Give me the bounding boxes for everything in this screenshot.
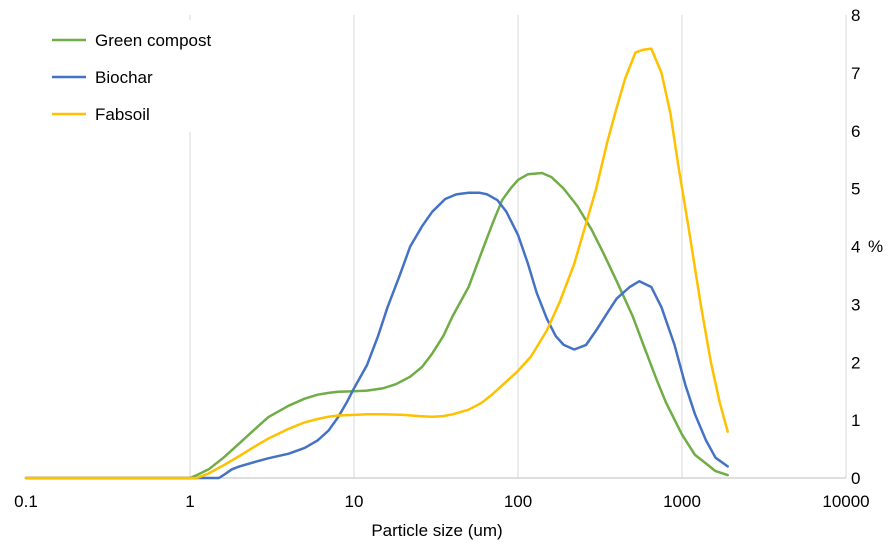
x-tick-label: 1000 <box>663 492 701 511</box>
y-tick-label: 6 <box>851 122 860 141</box>
x-tick-label: 10 <box>345 492 364 511</box>
series-line-green-compost <box>24 171 729 480</box>
x-tick-label: 10000 <box>822 492 869 511</box>
series-lines <box>24 47 729 480</box>
y-tick-label: 1 <box>851 411 860 430</box>
y-tick-labels: 0 1 2 3 4 5 6 7 8 <box>851 6 860 488</box>
series-line-fabsoil <box>24 47 729 480</box>
legend-label: Biochar <box>95 68 153 87</box>
y-tick-label: 7 <box>851 64 860 83</box>
y-tick-label: 2 <box>851 353 860 372</box>
x-tick-labels: 0.1 1 10 100 1000 10000 <box>14 492 869 511</box>
y-axis-title: % <box>868 237 883 256</box>
x-tick-label: 0.1 <box>14 492 38 511</box>
x-tick-label: 1 <box>185 492 194 511</box>
gridlines <box>189 15 847 478</box>
y-tick-label: 0 <box>851 469 860 488</box>
series-line-biochar <box>24 191 729 480</box>
legend-label: Fabsoil <box>95 105 150 124</box>
legend: Green compost Biochar Fabsoil <box>52 31 211 124</box>
y-tick-label: 5 <box>851 180 860 199</box>
legend-label: Green compost <box>95 31 211 50</box>
y-tick-label: 3 <box>851 295 860 314</box>
x-axis-title: Particle size (um) <box>371 521 502 540</box>
y-tick-label: 4 <box>851 238 860 257</box>
y-tick-label: 8 <box>851 6 860 25</box>
x-tick-label: 100 <box>504 492 532 511</box>
